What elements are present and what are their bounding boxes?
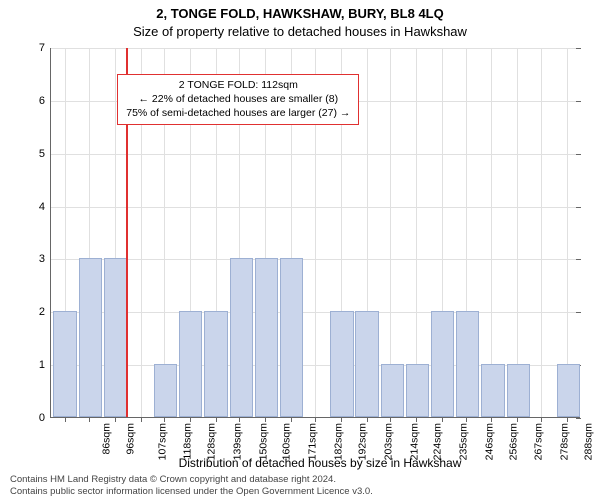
plot-area: 0123456786sqm96sqm107sqm118sqm128sqm139s… bbox=[50, 48, 580, 418]
x-tick-label: 182sqm bbox=[333, 423, 345, 460]
x-tick-label: 118sqm bbox=[181, 423, 193, 460]
y-tick-label: 0 bbox=[39, 412, 45, 424]
histogram-bar bbox=[104, 258, 127, 417]
x-tick-mark bbox=[265, 417, 266, 422]
chart-subtitle: Size of property relative to detached ho… bbox=[0, 24, 600, 39]
x-tick-mark bbox=[89, 417, 90, 422]
x-tick-mark bbox=[291, 417, 292, 422]
x-tick-mark bbox=[315, 417, 316, 422]
x-tick-mark bbox=[190, 417, 191, 422]
histogram-bar bbox=[481, 364, 504, 417]
grid-line-v bbox=[541, 48, 542, 417]
x-tick-label: 128sqm bbox=[205, 423, 217, 460]
chart-title-address: 2, TONGE FOLD, HAWKSHAW, BURY, BL8 4LQ bbox=[0, 6, 600, 21]
histogram-bar bbox=[355, 311, 378, 417]
histogram-bar bbox=[507, 364, 530, 417]
histogram-bar bbox=[255, 258, 278, 417]
grid-line-v bbox=[567, 48, 568, 417]
histogram-bar bbox=[179, 311, 202, 417]
x-tick-label: 288sqm bbox=[582, 423, 594, 460]
x-tick-label: 96sqm bbox=[124, 423, 136, 455]
x-tick-label: 150sqm bbox=[257, 423, 269, 460]
x-tick-label: 160sqm bbox=[281, 423, 293, 460]
x-tick-mark bbox=[442, 417, 443, 422]
x-tick-label: 192sqm bbox=[356, 423, 368, 460]
y-tick-mark bbox=[576, 207, 581, 208]
y-tick-label: 2 bbox=[39, 306, 45, 318]
x-tick-mark bbox=[65, 417, 66, 422]
x-tick-mark bbox=[517, 417, 518, 422]
x-tick-label: 256sqm bbox=[507, 423, 519, 460]
x-tick-mark bbox=[164, 417, 165, 422]
x-tick-mark bbox=[541, 417, 542, 422]
x-tick-mark bbox=[416, 417, 417, 422]
x-tick-mark bbox=[341, 417, 342, 422]
x-tick-label: 224sqm bbox=[432, 423, 444, 460]
histogram-bar bbox=[431, 311, 454, 417]
y-tick-mark bbox=[576, 259, 581, 260]
histogram-bar bbox=[381, 364, 404, 417]
y-tick-mark bbox=[576, 154, 581, 155]
x-tick-mark bbox=[141, 417, 142, 422]
histogram-bar bbox=[154, 364, 177, 417]
histogram-bar bbox=[280, 258, 303, 417]
histogram-bar bbox=[406, 364, 429, 417]
x-tick-mark bbox=[216, 417, 217, 422]
x-tick-label: 235sqm bbox=[457, 423, 469, 460]
y-tick-label: 7 bbox=[39, 42, 45, 54]
x-tick-label: 171sqm bbox=[307, 423, 319, 460]
footnote: Contains HM Land Registry data © Crown c… bbox=[10, 474, 373, 497]
x-tick-mark bbox=[567, 417, 568, 422]
histogram-bar bbox=[53, 311, 76, 417]
property-callout: 2 TONGE FOLD: 112sqm← 22% of detached ho… bbox=[117, 74, 359, 125]
property-size-chart: 2, TONGE FOLD, HAWKSHAW, BURY, BL8 4LQ S… bbox=[0, 0, 600, 500]
x-tick-mark bbox=[466, 417, 467, 422]
y-tick-mark bbox=[576, 418, 581, 419]
grid-line-v bbox=[517, 48, 518, 417]
x-tick-label: 246sqm bbox=[483, 423, 495, 460]
x-tick-label: 214sqm bbox=[408, 423, 420, 460]
y-tick-mark bbox=[576, 48, 581, 49]
y-tick-label: 5 bbox=[39, 148, 45, 160]
grid-line-v bbox=[416, 48, 417, 417]
x-tick-label: 203sqm bbox=[382, 423, 394, 460]
footnote-line-1: Contains HM Land Registry data © Crown c… bbox=[10, 474, 373, 485]
histogram-bar bbox=[456, 311, 479, 417]
callout-line-1: 2 TONGE FOLD: 112sqm bbox=[126, 78, 350, 92]
x-tick-mark bbox=[239, 417, 240, 422]
x-tick-mark bbox=[115, 417, 116, 422]
callout-line-3: 75% of semi-detached houses are larger (… bbox=[126, 106, 350, 120]
y-tick-label: 4 bbox=[39, 201, 45, 213]
y-tick-mark bbox=[576, 312, 581, 313]
grid-line-v bbox=[390, 48, 391, 417]
histogram-bar bbox=[204, 311, 227, 417]
callout-line-2: ← 22% of detached houses are smaller (8) bbox=[126, 92, 350, 106]
x-tick-mark bbox=[390, 417, 391, 422]
x-axis-label: Distribution of detached houses by size … bbox=[50, 456, 590, 470]
histogram-bar bbox=[79, 258, 102, 417]
x-tick-label: 278sqm bbox=[559, 423, 571, 460]
x-tick-mark bbox=[491, 417, 492, 422]
histogram-bar bbox=[330, 311, 353, 417]
grid-line-v bbox=[491, 48, 492, 417]
x-tick-label: 267sqm bbox=[533, 423, 545, 460]
y-tick-label: 1 bbox=[39, 359, 45, 371]
histogram-bar bbox=[557, 364, 580, 417]
y-tick-label: 6 bbox=[39, 95, 45, 107]
x-tick-label: 107sqm bbox=[156, 423, 168, 460]
footnote-line-2: Contains public sector information licen… bbox=[10, 486, 373, 497]
y-tick-label: 3 bbox=[39, 253, 45, 265]
y-tick-mark bbox=[576, 101, 581, 102]
x-tick-mark bbox=[367, 417, 368, 422]
histogram-bar bbox=[230, 258, 253, 417]
x-tick-label: 86sqm bbox=[101, 423, 113, 455]
x-tick-label: 139sqm bbox=[231, 423, 243, 460]
